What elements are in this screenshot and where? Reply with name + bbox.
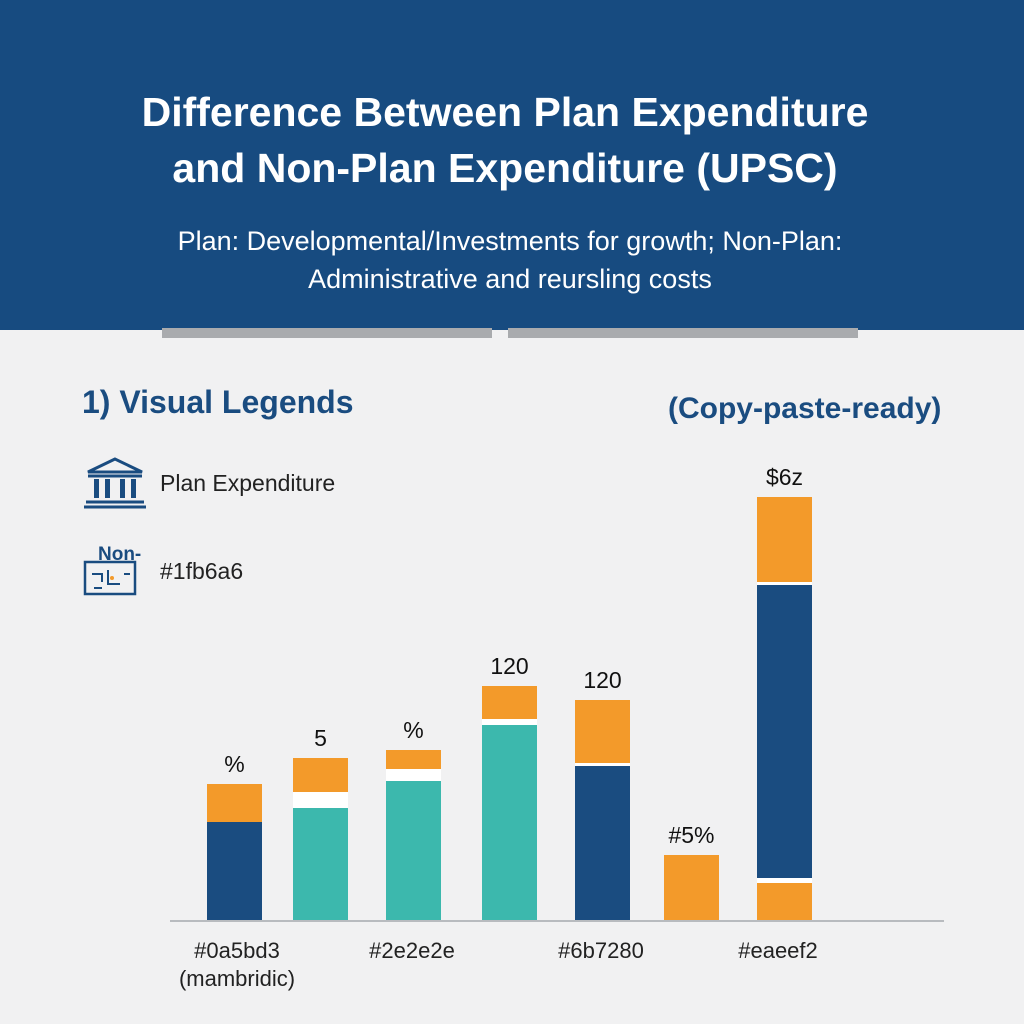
x-tick-label-2: #6b7280 (558, 938, 644, 963)
tab-strip-left (162, 328, 492, 338)
bar-1-data-label: 5 (314, 725, 327, 751)
subtitle-line-1: Plan: Developmental/Investments for grow… (177, 226, 843, 256)
bar-6-segment-4 (757, 497, 812, 582)
section-title: 1) Visual Legends (82, 384, 354, 420)
bar-3-segment-2 (482, 686, 537, 719)
bar-4-data-label: 120 (583, 667, 621, 693)
bar-1-segment-1 (293, 792, 348, 808)
x-tick-sublabel-0: (mambridic) (179, 966, 295, 991)
bar-2-segment-2 (386, 750, 441, 769)
bar-3-segment-0 (482, 725, 537, 920)
x-tick-label-1: #2e2e2e (369, 938, 455, 963)
subtitle-line-2: Administrative and reursling costs (308, 264, 712, 294)
page-subtitle: Plan: Developmental/Investments for grow… (80, 222, 940, 298)
legend-label-plan: Plan Expenditure (160, 469, 336, 496)
bar-3-data-label: 120 (490, 653, 528, 679)
bar-4-segment-1 (575, 763, 630, 766)
bar-6-segment-1 (757, 878, 812, 883)
bar-0-segment-1 (207, 784, 262, 822)
bar-2-data-label: % (403, 717, 423, 743)
bar-2-segment-0 (386, 781, 441, 920)
bars-layer (207, 497, 812, 920)
bar-3-segment-1 (482, 719, 537, 725)
legend-label-non-plan: #1fb6a6 (160, 557, 244, 584)
bar-4-segment-2 (575, 700, 630, 763)
bar-5-data-label: #5% (668, 822, 714, 848)
bar-6-data-label: $6z (766, 464, 803, 490)
labels-layer: % 5 % 120 120 #5% $6z #0a5bd3 (mambridic) #2e2e2e… (179, 464, 818, 991)
bar-1-segment-0 (293, 808, 348, 920)
bar-4-segment-0 (575, 766, 630, 920)
bank-building-icon (84, 457, 146, 509)
blueprint-icon: Non- (83, 544, 141, 596)
tab-strip-right (508, 328, 858, 338)
bar-0-segment-0 (207, 822, 262, 920)
title-line-2: and Non-Plan Expenditure (UPSC) (172, 145, 838, 191)
header-banner (0, 0, 1024, 330)
bar-5-segment-0 (664, 855, 719, 920)
blueprint-icon-text: Non- (98, 544, 141, 565)
page-title: Difference Between Plan Expenditure and … (30, 84, 980, 196)
bar-0-data-label: % (224, 751, 244, 777)
title-line-1: Difference Between Plan Expenditure (141, 89, 869, 135)
bar-2-segment-1 (386, 769, 441, 781)
x-tick-label-3: #eaeef2 (738, 938, 818, 963)
legend-item-non-plan: Non- #1fb6a6 (82, 544, 243, 598)
x-tick-label-0: #0a5bd3 (194, 938, 280, 963)
bar-6-segment-0 (757, 883, 812, 920)
bar-1-segment-2 (293, 758, 348, 792)
bar-6-segment-3 (757, 582, 812, 585)
bar-6-segment-2 (757, 585, 812, 878)
legend-item-plan: Plan Expenditure (82, 456, 335, 510)
copy-paste-note: (Copy-paste-ready) (668, 392, 942, 425)
